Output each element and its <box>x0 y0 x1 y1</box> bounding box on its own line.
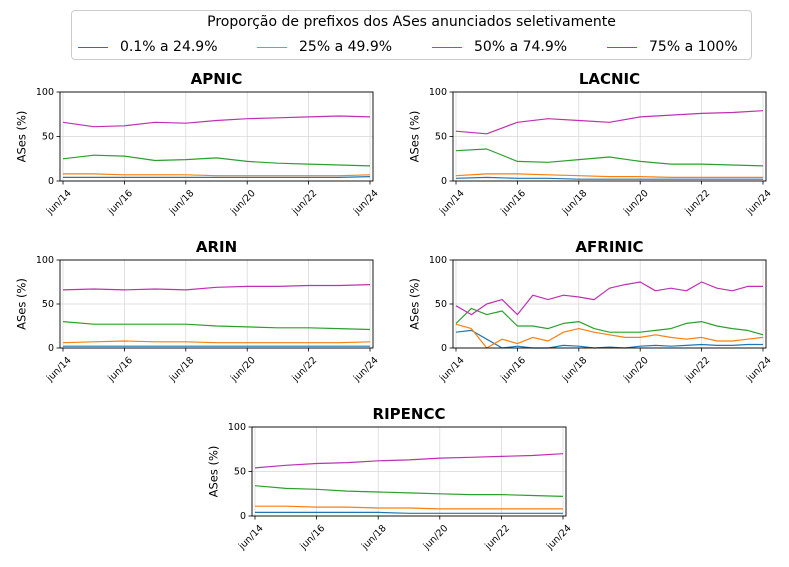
x-tick-label-3: jun/20 <box>228 355 258 385</box>
legend-entry-2: 50% a 74.9% <box>432 38 567 56</box>
y-tick-label-2: 100 <box>429 255 447 266</box>
legend-entry-1: 25% a 49.9% <box>257 38 392 56</box>
x-tick-label-1: jun/16 <box>105 188 135 218</box>
series-line-1 <box>455 323 764 349</box>
panel-ripencc: 0 50 100 jun/14 jun/16 jun/18 jun/20 jun/22 jun/… <box>207 405 574 553</box>
series-line-3 <box>62 284 371 291</box>
panel-arin: 0 50 100 jun/14 jun/16 jun/18 jun/20 jun/22 jun/… <box>15 238 381 385</box>
x-tick-label-3: jun/20 <box>621 355 651 385</box>
x-tick-label-2: jun/18 <box>167 188 197 218</box>
x-tick-label-3: jun/20 <box>421 523 451 553</box>
legend-swatch-2 <box>432 46 462 48</box>
y-tick-label-0: 0 <box>240 511 246 522</box>
x-tick-label-4: jun/22 <box>683 188 713 218</box>
y-tick-label-1: 50 <box>234 467 246 478</box>
y-tick-label-0: 0 <box>441 343 447 354</box>
series-line-0 <box>455 329 763 349</box>
series-line-2 <box>254 485 564 497</box>
x-tick-label-2: jun/18 <box>359 523 389 553</box>
x-tick-label-4: jun/22 <box>290 355 320 385</box>
panel-title: LACNIC <box>579 70 640 88</box>
y-tick-label-1: 50 <box>42 299 54 310</box>
legend-swatch-1 <box>257 46 287 48</box>
series-line-3 <box>455 110 764 135</box>
legend-label-1: 25% a 49.9% <box>299 39 393 55</box>
x-tick-label-1: jun/16 <box>498 188 528 218</box>
x-tick-label-3: jun/20 <box>228 188 258 218</box>
panel-lacnic: 0 50 100 jun/14 jun/16 jun/18 jun/20 jun/22 jun/… <box>408 70 774 218</box>
y-axis-label: ASes (%) <box>207 446 221 498</box>
legend-title: Proporção de prefixos dos ASes anunciado… <box>207 14 616 30</box>
x-tick-label-4: jun/22 <box>683 355 713 385</box>
x-tick-label-3: jun/20 <box>621 188 651 218</box>
series-line-0 <box>63 176 371 178</box>
legend: Proporção de prefixos dos ASes anunciado… <box>71 10 752 60</box>
x-tick-label-5: jun/24 <box>351 355 381 385</box>
series-line-2 <box>62 154 371 167</box>
legend-entry-3: 75% a 100% <box>607 38 738 56</box>
y-tick-label-2: 100 <box>429 87 447 98</box>
legend-swatch-0 <box>78 46 108 48</box>
x-tick-label-1: jun/16 <box>105 355 135 385</box>
y-axis-label: ASes (%) <box>408 278 422 330</box>
x-tick-label-0: jun/14 <box>236 523 266 553</box>
panel-title: RIPENCC <box>373 405 446 423</box>
series-line-0 <box>255 511 563 514</box>
y-axis-label: ASes (%) <box>15 111 29 163</box>
x-tick-label-1: jun/16 <box>298 523 328 553</box>
x-tick-label-2: jun/18 <box>560 355 590 385</box>
series-line-2 <box>62 321 371 331</box>
y-tick-label-1: 50 <box>435 299 447 310</box>
y-axis-label: ASes (%) <box>15 278 29 330</box>
series-line-1 <box>455 173 763 178</box>
x-tick-label-0: jun/14 <box>437 188 467 218</box>
x-tick-label-1: jun/16 <box>498 355 528 385</box>
legend-label-3: 75% a 100% <box>649 39 738 55</box>
x-tick-label-4: jun/22 <box>482 523 512 553</box>
series-line-3 <box>62 115 371 128</box>
legend-label-0: 0.1% a 24.9% <box>120 39 218 55</box>
x-tick-label-0: jun/14 <box>44 188 74 218</box>
x-tick-label-0: jun/14 <box>437 355 467 385</box>
x-tick-label-2: jun/18 <box>167 355 197 385</box>
series-line-0 <box>455 176 763 180</box>
y-tick-label-2: 100 <box>36 87 54 98</box>
x-tick-label-5: jun/24 <box>744 355 774 385</box>
y-axis-label: ASes (%) <box>408 111 422 163</box>
y-tick-label-0: 0 <box>441 176 447 187</box>
series-line-2 <box>455 148 764 167</box>
panel-title: APNIC <box>191 70 243 88</box>
panel-title: ARIN <box>196 238 237 256</box>
y-tick-label-1: 50 <box>435 132 447 143</box>
series-line-3 <box>455 281 763 316</box>
panel-afrinic: 0 50 100 jun/14 jun/16 jun/18 jun/20 jun/22 jun/… <box>408 238 774 385</box>
series-line-1 <box>255 505 563 510</box>
x-tick-label-5: jun/24 <box>744 188 774 218</box>
x-tick-label-2: jun/18 <box>560 188 590 218</box>
series-line-3 <box>254 453 564 469</box>
y-tick-label-2: 100 <box>228 422 246 433</box>
x-tick-label-0: jun/14 <box>44 355 74 385</box>
y-tick-label-1: 50 <box>42 132 54 143</box>
series-line-2 <box>455 307 764 336</box>
panel-apnic: 0 50 100 jun/14 jun/16 jun/18 jun/20 jun/22 jun/… <box>15 70 381 218</box>
series-line-1 <box>63 173 371 177</box>
x-tick-label-4: jun/22 <box>290 188 320 218</box>
legend-label-2: 50% a 74.9% <box>474 39 568 55</box>
x-tick-label-5: jun/24 <box>351 188 381 218</box>
x-tick-label-5: jun/24 <box>544 523 574 553</box>
series-line-1 <box>62 340 371 344</box>
y-tick-label-0: 0 <box>48 176 54 187</box>
panel-title: AFRINIC <box>575 238 643 256</box>
y-tick-label-2: 100 <box>36 255 54 266</box>
legend-entry-0: 0.1% a 24.9% <box>78 38 218 56</box>
y-tick-label-0: 0 <box>48 343 54 354</box>
legend-swatch-3 <box>607 46 637 48</box>
